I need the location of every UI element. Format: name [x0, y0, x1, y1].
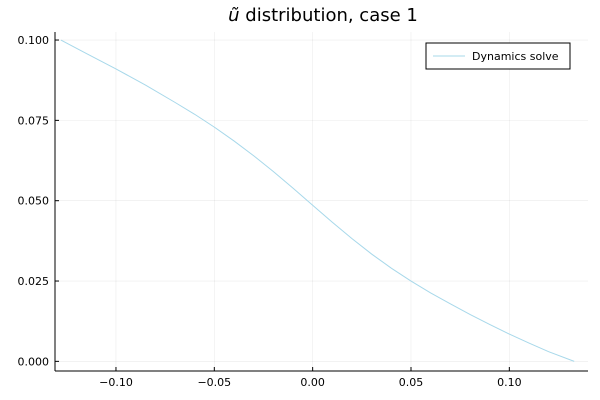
series-point — [410, 280, 411, 281]
grid — [55, 32, 588, 371]
y-tick-label: 0.025 — [18, 275, 50, 288]
series — [60, 39, 575, 362]
chart-title-text: distribution, case 1 — [240, 5, 418, 26]
x-tick-label: 0.00 — [300, 376, 325, 389]
series-point — [371, 253, 372, 254]
legend-label: Dynamics solve — [472, 50, 559, 63]
series-point — [145, 84, 146, 85]
series-line — [60, 39, 575, 362]
series-point — [509, 333, 510, 334]
series-point — [469, 314, 470, 315]
y-tick-label: 0.100 — [18, 34, 50, 47]
x-tick-label: −0.05 — [197, 376, 231, 389]
series-point — [273, 171, 274, 172]
series-point — [253, 155, 254, 156]
series-point — [194, 114, 195, 115]
series-point — [233, 140, 234, 141]
x-axis-ticks: −0.10 −0.05 0.00 0.05 0.10 — [99, 367, 522, 389]
series-point — [174, 102, 175, 103]
y-axis-ticks: 0.000 0.025 0.050 0.075 0.100 — [18, 34, 59, 368]
x-tick-label: −0.10 — [99, 376, 133, 389]
y-tick-label: 0.000 — [18, 355, 50, 368]
series-point — [489, 324, 490, 325]
series-point — [548, 351, 549, 352]
series-point — [86, 53, 87, 54]
y-tick-label: 0.050 — [18, 195, 50, 208]
series-point — [292, 188, 293, 189]
series-point — [214, 127, 215, 128]
series-point — [60, 39, 61, 40]
series-point — [351, 238, 352, 239]
series-point — [391, 268, 392, 269]
series-point — [450, 303, 451, 304]
series-point — [528, 342, 529, 343]
series-point — [332, 222, 333, 223]
y-tick-label: 0.075 — [18, 114, 50, 127]
chart-title: ũ distribution, case 1 — [228, 5, 418, 26]
chart-title-symbol: ũ — [228, 5, 239, 26]
series-point — [115, 68, 116, 69]
series-point — [574, 361, 575, 362]
x-tick-label: 0.05 — [399, 376, 424, 389]
legend: Dynamics solve — [425, 42, 571, 70]
axes — [54, 32, 588, 372]
x-tick-label: 0.10 — [497, 376, 522, 389]
series-point — [430, 292, 431, 293]
series-point — [312, 205, 313, 206]
